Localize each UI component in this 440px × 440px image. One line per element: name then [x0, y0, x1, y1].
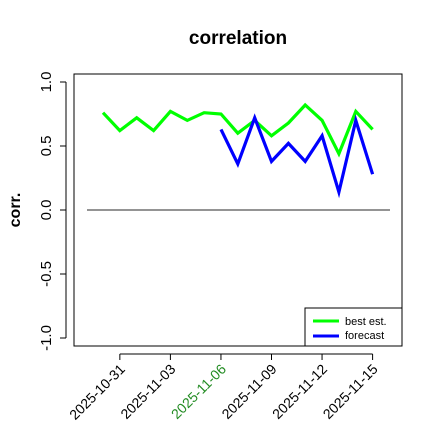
series-layer: [101, 102, 375, 199]
y-tick-label: -1.0: [38, 325, 55, 351]
legend-box: [304, 307, 403, 347]
y-tick-label: -0.5: [38, 261, 55, 287]
series-line-best-est: [101, 102, 374, 158]
y-tick-label: 1.0: [38, 72, 55, 93]
x-axis: 2025-10-312025-11-032025-11-062025-11-09…: [66, 353, 381, 423]
plot-frame: [73, 73, 403, 347]
y-tick-label: 0.5: [38, 136, 55, 157]
legend-label-best-est: best est.: [345, 316, 387, 328]
series-line-forecast: [219, 113, 375, 199]
legend: best est. forecast: [304, 307, 403, 347]
legend-label-forecast: forecast: [345, 330, 384, 342]
chart-title: correlation: [189, 28, 287, 49]
y-axis: -1.0 -0.5 0.0 0.5 1.0: [38, 72, 67, 351]
y-axis-label: corr.: [7, 193, 24, 228]
y-tick-label: 0.0: [38, 200, 55, 221]
x-tick-label: 2025-11-15: [320, 361, 381, 422]
